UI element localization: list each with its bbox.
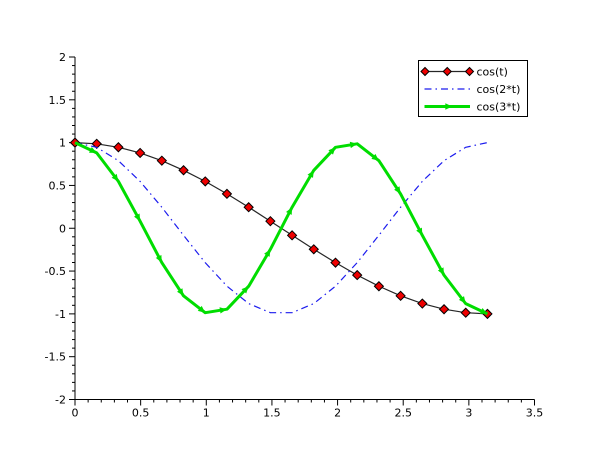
line-arrow-marker [349, 141, 358, 149]
x-tick-label: 3 [465, 407, 472, 420]
diamond-marker [460, 307, 471, 318]
line-arrow-marker [177, 288, 184, 296]
legend-entry-cos-3-t: cos(3*t) [424, 101, 521, 114]
line-arrow-marker [394, 186, 401, 194]
legend: cos(t) cos(2*t) cos(3*t) [418, 60, 528, 117]
diamond-marker [113, 142, 124, 153]
legend-label: cos(3*t) [477, 101, 521, 114]
y-ticks [69, 56, 75, 400]
line-arrow-marker [437, 267, 444, 276]
line-arrow-marker [458, 296, 466, 304]
y-tick-label: -0.5 [45, 265, 66, 278]
legend-label: cos(2*t) [477, 83, 521, 96]
y-tick-label: 1 [59, 137, 66, 150]
y-tick-label: -1.5 [45, 351, 66, 364]
line-arrow-marker [155, 255, 162, 263]
legend-entry-cos-2-t: cos(2*t) [424, 83, 521, 96]
line-arrow-marker [328, 147, 336, 155]
line-arrow-marker [479, 308, 488, 314]
x-tick-label: 3.5 [526, 407, 544, 420]
line-arrow-marker [371, 153, 379, 161]
series-line [74, 141, 489, 316]
diamond-marker [442, 66, 452, 77]
diamond-marker [330, 257, 341, 268]
x-tick-label: 2 [334, 407, 341, 420]
x-tick-label: 0.5 [132, 407, 150, 420]
x-tick-label: 1.5 [263, 407, 281, 420]
x-tick-label: 2.5 [394, 407, 412, 420]
line-arrow-marker [416, 227, 423, 236]
line-arrow-marker [111, 173, 119, 182]
diamond-marker [417, 298, 428, 309]
y-tick-label: 0 [59, 222, 66, 235]
y-tick-label: 1.5 [49, 94, 67, 107]
series-line [74, 142, 488, 314]
diamond-marker [221, 188, 233, 200]
y-tick-label: -1 [55, 308, 66, 321]
legend-entry-cos-t: cos(t) [420, 66, 508, 79]
y-tick-label: 2 [59, 51, 66, 64]
line-arrow-marker [134, 213, 141, 222]
legend-label: cos(t) [477, 66, 508, 79]
diamond-marker [373, 281, 385, 292]
line-arrow-marker [241, 286, 249, 294]
x-tick-labels: 0 0.5 1 1.5 2 2.5 3 3.5 [72, 407, 544, 420]
y-tick-labels: -2 -1.5 -1 -0.5 0 0.5 1 1.5 2 [45, 51, 66, 407]
line-arrow-marker [197, 305, 206, 313]
diamond-marker [395, 290, 406, 302]
diamond-marker [134, 147, 146, 159]
x-ticks [74, 399, 535, 406]
diamond-marker [156, 155, 168, 166]
line-arrow-marker [219, 307, 227, 314]
y-tick-label: -2 [55, 394, 66, 407]
line-arrow-marker [286, 207, 293, 215]
diamond-marker [482, 308, 493, 320]
diamond-marker [351, 269, 363, 281]
line-arrow-marker [307, 170, 314, 178]
diamond-marker [464, 66, 475, 77]
diamond-marker [243, 202, 254, 213]
x-tick-label: 1 [203, 407, 210, 420]
diamond-marker [286, 230, 298, 241]
diamond-marker [420, 66, 430, 77]
diamond-marker [265, 215, 276, 227]
line-arrow-marker [264, 249, 271, 257]
line-arrow-marker [445, 103, 453, 110]
series-cos-2-t [74, 142, 488, 314]
diamond-marker [308, 244, 319, 255]
x-tick-label: 0 [72, 407, 79, 420]
diamond-marker [438, 304, 450, 315]
line-arrow-marker [89, 147, 97, 153]
diamond-marker [200, 176, 211, 187]
y-tick-label: 0.5 [49, 179, 67, 192]
series-cos-3-t [74, 141, 489, 316]
diamond-marker [178, 165, 189, 176]
